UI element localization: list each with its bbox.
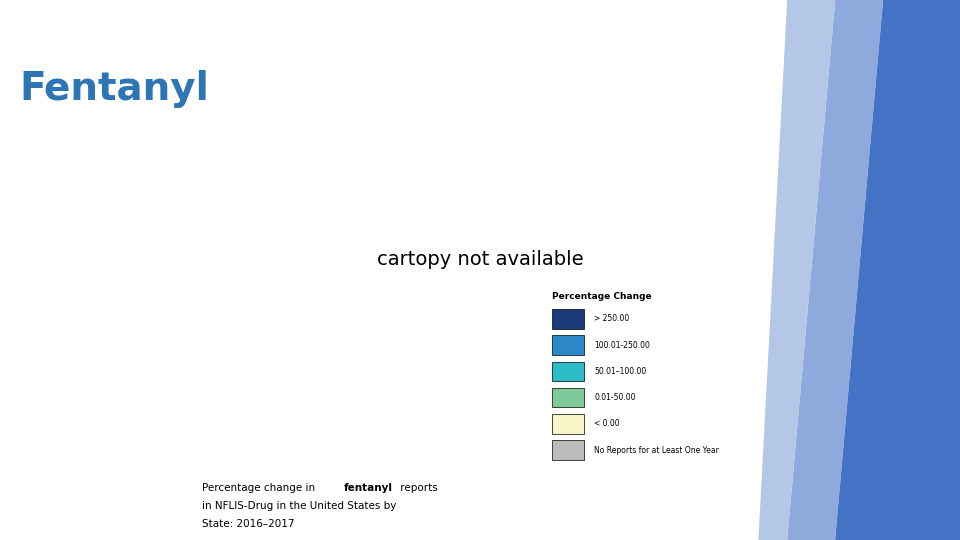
Text: > 250.00: > 250.00: [594, 314, 630, 323]
Text: in NFLIS-Drug in the United States by: in NFLIS-Drug in the United States by: [202, 501, 396, 511]
Polygon shape: [758, 0, 835, 540]
Text: fentanyl: fentanyl: [344, 483, 393, 494]
Text: < 0.00: < 0.00: [594, 419, 620, 428]
Text: State: 2016–2017: State: 2016–2017: [202, 519, 294, 529]
FancyBboxPatch shape: [552, 309, 585, 328]
Text: Fentanyl: Fentanyl: [19, 70, 209, 108]
FancyBboxPatch shape: [552, 388, 585, 407]
Text: 50.01–100.00: 50.01–100.00: [594, 367, 647, 376]
Text: Percentage change in: Percentage change in: [202, 483, 318, 494]
FancyBboxPatch shape: [552, 440, 585, 460]
Text: cartopy not available: cartopy not available: [376, 249, 584, 269]
FancyBboxPatch shape: [552, 362, 585, 381]
Text: 0.01-50.00: 0.01-50.00: [594, 393, 636, 402]
Text: No Reports for at Least One Year: No Reports for at Least One Year: [594, 446, 719, 455]
Text: Percentage Change: Percentage Change: [552, 292, 652, 301]
Polygon shape: [835, 0, 960, 540]
FancyBboxPatch shape: [552, 335, 585, 355]
FancyBboxPatch shape: [552, 414, 585, 434]
Polygon shape: [787, 0, 883, 540]
Text: reports: reports: [397, 483, 438, 494]
Text: 100.01-250.00: 100.01-250.00: [594, 341, 650, 349]
